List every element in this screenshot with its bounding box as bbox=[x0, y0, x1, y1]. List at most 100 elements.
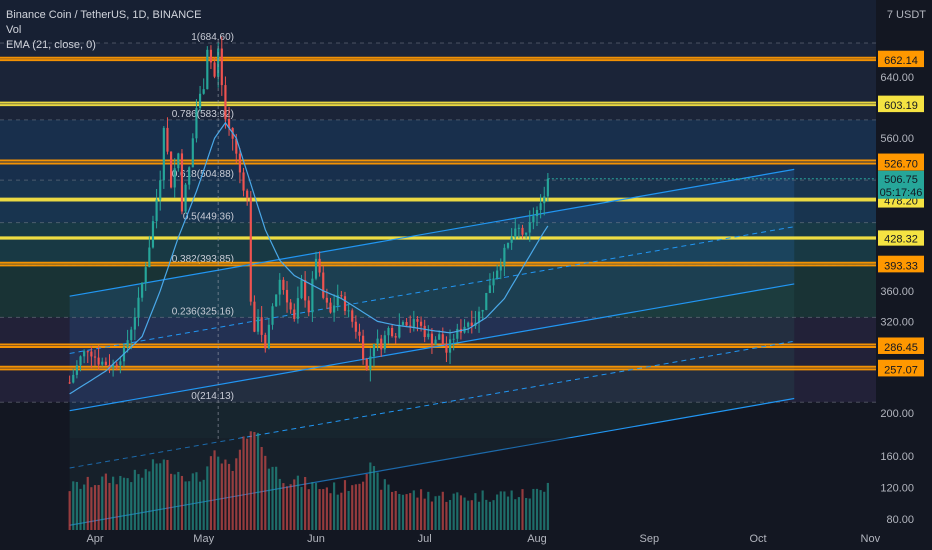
ema-indicator-label[interactable]: EMA (21, close, 0) bbox=[6, 39, 96, 51]
candle-body bbox=[300, 279, 303, 299]
candle-body bbox=[253, 301, 256, 332]
candle-body bbox=[293, 309, 296, 319]
fib-label: 0.618(504.88) bbox=[172, 169, 234, 180]
volume-bar bbox=[209, 456, 213, 530]
candle-body bbox=[307, 300, 310, 313]
time-axis-tick: Nov bbox=[861, 533, 881, 545]
channel-band bbox=[69, 169, 795, 411]
price-level-tag bbox=[878, 231, 924, 246]
volume-bar bbox=[278, 478, 281, 530]
candle-body bbox=[264, 334, 267, 349]
volume-bar bbox=[137, 474, 140, 530]
candle-body bbox=[398, 324, 401, 338]
volume-bar bbox=[238, 449, 242, 530]
time-axis-tick: Jun bbox=[307, 533, 325, 545]
volume-indicator-label[interactable]: Vol bbox=[6, 24, 22, 36]
volume-bar bbox=[126, 478, 129, 530]
candle-body bbox=[86, 351, 89, 353]
candle-body bbox=[488, 285, 491, 293]
fib-zone bbox=[0, 42, 876, 120]
time-axis-tick: Oct bbox=[749, 533, 766, 545]
price-axis-bg bbox=[876, 0, 932, 550]
volume-bar bbox=[376, 472, 379, 530]
volume-bar bbox=[506, 496, 510, 530]
volume-bar bbox=[220, 463, 223, 530]
candle-body bbox=[528, 222, 531, 233]
volume-bar bbox=[202, 479, 205, 530]
candle-body bbox=[401, 322, 405, 325]
volume-bar bbox=[430, 501, 434, 530]
volume-bar bbox=[169, 473, 173, 530]
candle-body bbox=[289, 302, 292, 310]
candle-body bbox=[220, 48, 223, 86]
volume-bar bbox=[329, 493, 332, 530]
candle-body bbox=[496, 270, 499, 279]
volume-bar bbox=[514, 499, 517, 530]
price-level-tag-label: 286.45 bbox=[884, 342, 918, 354]
volume-bar bbox=[133, 469, 136, 530]
volume-bar bbox=[285, 486, 289, 530]
ema-line bbox=[69, 121, 549, 395]
volume-bar bbox=[97, 484, 100, 530]
candle-body bbox=[93, 356, 97, 358]
symbol-title[interactable]: Binance Coin / TetherUS, 1D, BINANCE bbox=[6, 9, 202, 21]
volume-bar bbox=[539, 490, 542, 530]
candle-body bbox=[532, 216, 535, 223]
candle-body bbox=[206, 49, 209, 90]
volume-bar bbox=[409, 493, 412, 530]
candle-body bbox=[137, 297, 140, 318]
volume-bar bbox=[535, 488, 539, 530]
volume-bar bbox=[246, 438, 249, 530]
candle-body bbox=[238, 153, 242, 173]
volume-bar bbox=[166, 459, 169, 530]
candle-body bbox=[510, 237, 513, 243]
volume-bar bbox=[282, 483, 285, 530]
volume-bar bbox=[358, 483, 361, 530]
fib-label: 0.5(449.36) bbox=[183, 212, 234, 223]
volume-bar bbox=[441, 491, 444, 530]
volume-bar bbox=[275, 466, 278, 530]
volume-bar bbox=[83, 484, 86, 530]
candle-body bbox=[101, 361, 104, 365]
volume-axis-tick: 80.00 bbox=[886, 514, 914, 526]
volume-bar bbox=[423, 498, 426, 530]
candle-body bbox=[354, 321, 357, 332]
price-level-tag bbox=[878, 258, 924, 273]
candle-body bbox=[405, 322, 408, 326]
candle-body bbox=[195, 108, 198, 139]
volume-bar bbox=[456, 492, 459, 530]
candle-body bbox=[347, 310, 350, 312]
volume-bar bbox=[188, 481, 191, 530]
candle-body bbox=[151, 221, 155, 248]
candle-body bbox=[452, 338, 455, 340]
volume-bar bbox=[333, 482, 336, 530]
volume-bar bbox=[224, 459, 227, 530]
candle-body bbox=[514, 228, 517, 238]
volume-bar bbox=[481, 490, 484, 530]
time-axis-bg bbox=[0, 530, 932, 550]
candle-body bbox=[372, 344, 376, 357]
candle-body bbox=[499, 265, 502, 271]
currency-unit-label[interactable]: 7 USDT bbox=[886, 9, 926, 21]
price-level-tag bbox=[878, 339, 924, 354]
candle-body bbox=[503, 247, 506, 266]
volume-bar bbox=[144, 469, 147, 530]
channel-line bbox=[69, 226, 795, 354]
volume-bar bbox=[380, 489, 383, 530]
channel-line bbox=[69, 397, 795, 526]
volume-bar bbox=[445, 501, 448, 530]
candle-body bbox=[438, 334, 441, 340]
candle-body bbox=[115, 364, 118, 366]
candle-body bbox=[256, 317, 260, 332]
candle-body bbox=[112, 364, 115, 368]
volume-bar bbox=[72, 481, 75, 530]
candle-body bbox=[188, 167, 191, 185]
time-axis-tick: Aug bbox=[527, 533, 547, 545]
volume-bar bbox=[180, 475, 184, 530]
volume-bar bbox=[112, 476, 115, 530]
volume-bar bbox=[510, 490, 513, 530]
fib-label: 1(684.60) bbox=[191, 32, 234, 43]
volume-bar bbox=[191, 473, 194, 530]
